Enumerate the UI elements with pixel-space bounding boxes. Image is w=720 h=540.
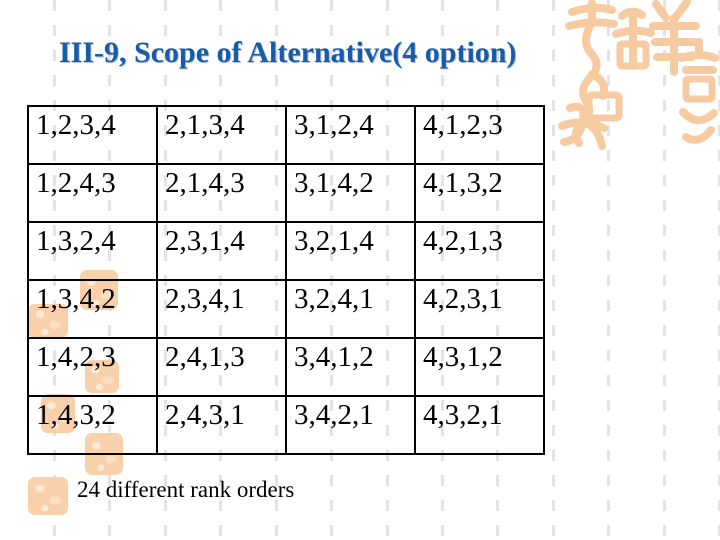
table-cell: 2,4,3,1 (156, 395, 287, 455)
page-title: III-9, Scope of Alternative(4 option) (59, 36, 517, 69)
table-cell: 2,3,4,1 (156, 279, 287, 339)
rank-orders-note: 24 different rank orders (77, 477, 295, 502)
table-cell: 1,4,2,3 (27, 337, 158, 397)
table-cell: 3,1,4,2 (285, 163, 416, 223)
table-cell: 1,3,2,4 (27, 221, 158, 281)
dashed-guide-line (607, 0, 610, 540)
table-row: 1,2,3,4 2,1,3,4 3,1,2,4 4,1,2,3 (27, 105, 545, 165)
table-cell: 3,4,1,2 (285, 337, 416, 397)
table-cell: 3,2,4,1 (285, 279, 416, 339)
table-row: 1,4,2,3 2,4,1,3 3,4,1,2 4,3,1,2 (27, 337, 545, 397)
table-cell: 3,1,2,4 (285, 105, 416, 165)
dashed-guide-line (663, 0, 666, 540)
rank-table-body: 1,2,3,4 2,1,3,4 3,1,2,4 4,1,2,3 1,2,4,3 2,1,4… (27, 105, 545, 455)
chinese-seal-calligraphy-icon (558, 0, 719, 150)
dashed-guide-line (552, 0, 555, 540)
rank-table-container: 1,2,3,4 2,1,3,4 3,1,2,4 4,1,2,3 1,2,4,3 2,1,4… (27, 105, 545, 455)
table-cell: 4,2,3,1 (414, 279, 545, 339)
table-row: 1,3,2,4 2,3,1,4 3,2,1,4 4,2,1,3 (27, 221, 545, 281)
table-cell: 2,3,1,4 (156, 221, 287, 281)
table-row: 1,4,3,2 2,4,3,1 3,4,2,1 4,3,2,1 (27, 395, 545, 455)
table-cell: 4,1,2,3 (414, 105, 545, 165)
table-row: 1,3,4,2 2,3,4,1 3,2,4,1 4,2,3,1 (27, 279, 545, 339)
table-cell: 2,1,3,4 (156, 105, 287, 165)
table-row: 1,2,4,3 2,1,4,3 3,1,4,2 4,1,3,2 (27, 163, 545, 223)
dashed-guide-line (718, 0, 720, 540)
table-cell: 1,2,3,4 (27, 105, 158, 165)
rank-table: 1,2,3,4 2,1,3,4 3,1,2,4 4,1,2,3 1,2,4,3 2,1,4… (27, 105, 545, 455)
table-cell: 2,1,4,3 (156, 163, 287, 223)
table-cell: 1,3,4,2 (27, 279, 158, 339)
table-cell: 4,3,2,1 (414, 395, 545, 455)
orange-stamp-icon (28, 477, 68, 515)
table-cell: 4,1,3,2 (414, 163, 545, 223)
table-cell: 2,4,1,3 (156, 337, 287, 397)
table-cell: 4,2,1,3 (414, 221, 545, 281)
table-cell: 3,2,1,4 (285, 221, 416, 281)
table-cell: 4,3,1,2 (414, 337, 545, 397)
table-cell: 1,4,3,2 (27, 395, 158, 455)
table-cell: 3,4,2,1 (285, 395, 416, 455)
table-cell: 1,2,4,3 (27, 163, 158, 223)
